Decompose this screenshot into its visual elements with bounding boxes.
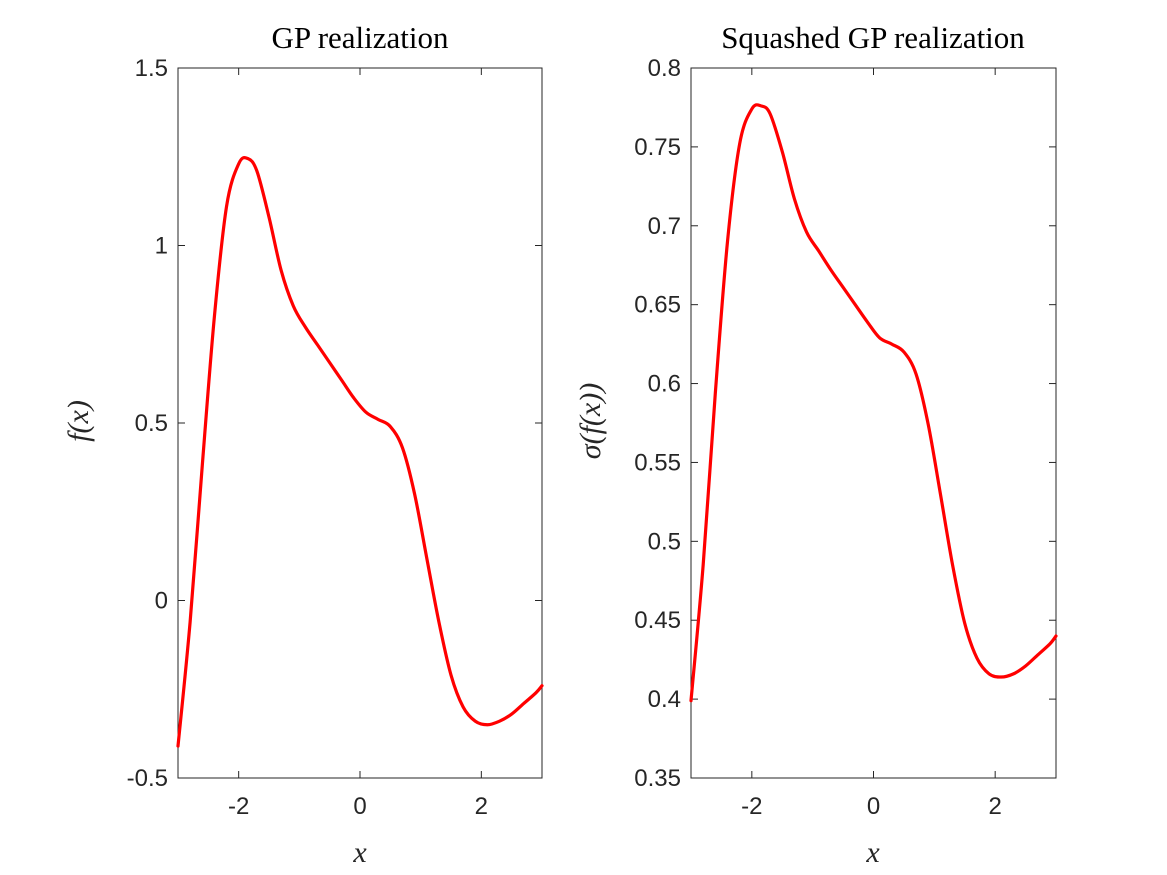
x-axis-label: x (352, 836, 367, 869)
y-tick-label: 0.45 (634, 607, 681, 634)
x-tick-label: -2 (228, 793, 249, 820)
y-tick-label: 0.5 (648, 528, 681, 555)
x-tick-label: -2 (741, 793, 762, 820)
y-tick-label: -0.5 (127, 765, 168, 792)
y-tick-label: 0.7 (648, 213, 681, 240)
y-axis-label: f(x) (62, 400, 95, 442)
chart-title: Squashed GP realization (721, 20, 1025, 55)
y-axis-label-text: σ(f(x)) (574, 383, 607, 459)
y-tick-label: 1.5 (135, 55, 168, 82)
y-tick-label: 1 (155, 233, 168, 260)
y-tick-label: 0.8 (648, 55, 681, 82)
y-axis-label: σ(f(x)) (574, 383, 607, 459)
x-axis-label: x (865, 836, 880, 869)
y-tick-label: 0.4 (648, 686, 681, 713)
chart-panel-gp-realization: GP realization f(x) x -2 0 2 -0.5 0 0.5 1 1.5 (62, 20, 544, 869)
y-tick-label: 0.55 (634, 449, 681, 476)
series-line (689, 103, 1058, 703)
series-line (176, 155, 544, 748)
y-tick-label: 0.6 (648, 371, 681, 398)
x-tick-label: 0 (353, 793, 366, 820)
x-tick-label: 0 (867, 793, 880, 820)
y-axis-label-text: f(x) (62, 400, 95, 442)
y-tick-label: 0.75 (634, 134, 681, 161)
x-tick-label: 2 (475, 793, 488, 820)
y-tick-label: 0.5 (135, 410, 168, 437)
y-tick-label: 0.35 (634, 765, 681, 792)
chart-title: GP realization (271, 20, 449, 55)
y-tick-label: 0.65 (634, 292, 681, 319)
y-tick-label: 0 (155, 588, 168, 615)
chart-panel-squashed-gp-realization: Squashed GP realization σ(f(x)) x -2 0 2 0.… (574, 20, 1058, 869)
x-tick-label: 2 (988, 793, 1001, 820)
